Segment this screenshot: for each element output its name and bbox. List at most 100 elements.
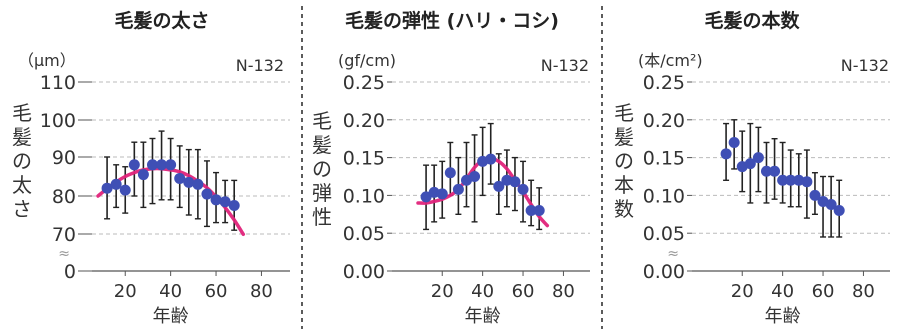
x-tick-label: 60 [512, 281, 535, 302]
x-tick-label: 60 [205, 281, 228, 302]
data-point [128, 159, 140, 171]
data-point [525, 205, 537, 217]
data-point [752, 152, 764, 164]
y-tick-label: 0.15 [643, 148, 685, 170]
y-tick-label: 0.10 [343, 185, 385, 207]
axis-break-icon: ≈ [58, 246, 70, 262]
y-tick-label: 80 [52, 186, 76, 208]
data-point [760, 165, 772, 177]
y-tick-label: 110 [40, 72, 76, 94]
y-axis-label-char: 毛 [614, 101, 634, 125]
chart-title: 毛髪の本数 [704, 9, 800, 32]
data-point [485, 153, 497, 165]
y-tick-label: 0.15 [343, 148, 385, 170]
y-axis-label-char: 太 [12, 173, 32, 197]
y-axis-label-char: 数 [614, 197, 634, 221]
y-axis-label-char: 髪 [12, 125, 32, 149]
data-point [744, 158, 756, 170]
y-tick-label: 0.00 [343, 261, 385, 283]
data-point [219, 196, 231, 208]
data-point [420, 191, 432, 203]
chart-title: 毛髪の太さ [114, 9, 209, 32]
y-tick-label: 0.00 [643, 261, 685, 283]
data-point [137, 169, 149, 181]
y-axis-label-char: の [312, 157, 332, 181]
data-point [452, 183, 464, 195]
data-point [436, 188, 448, 200]
x-axis-label: 年齢 [465, 306, 501, 327]
y-axis-label-char: 本 [614, 173, 634, 197]
data-point [444, 167, 456, 179]
hair-elasticity-chart: 毛髪の弾性 (ハリ・コシ) (gf/cm) N-132 毛髪の弾性 0.00 0.05 0.… [312, 9, 590, 327]
y-unit-label: (gf/cm) [338, 51, 396, 70]
hair-thickness-chart: 毛髪の太さ （μm） N-132 毛髪の太さ 0 70 80 90 100 110 ≈20 40 60 8… [12, 9, 290, 327]
data-point [833, 205, 845, 217]
data-point [119, 184, 131, 196]
x-tick-label: 80 [250, 281, 273, 302]
data-point [509, 176, 521, 188]
y-tick-label: 0.25 [343, 72, 385, 94]
data-point [228, 200, 240, 211]
x-tick-label: 20 [114, 281, 137, 302]
data-point [769, 165, 781, 177]
data-point [201, 188, 213, 200]
y-axis-label-char: の [12, 149, 32, 173]
x-tick-label: 40 [771, 281, 794, 302]
data-point [156, 159, 168, 171]
y-tick-label: 0.25 [643, 72, 685, 94]
data-point [785, 174, 797, 186]
x-tick-label: 60 [812, 281, 835, 302]
sample-size-label: N-132 [541, 56, 589, 75]
x-tick-label: 20 [731, 281, 754, 302]
data-point [192, 178, 204, 190]
hair-count-chart: 毛髪の本数(本/cm²) N-132毛髪の本数0.000.050.100.150.… [614, 9, 890, 327]
chart-title: 毛髪の弾性 (ハリ・コシ) [345, 9, 559, 32]
y-tick-label: 100 [40, 110, 76, 132]
x-tick-label: 20 [431, 281, 454, 302]
x-axis-label: 年齢 [765, 306, 801, 327]
data-point [210, 194, 222, 206]
y-axis-label-char: 性 [312, 205, 332, 229]
sample-size-label: N-132 [236, 56, 284, 75]
y-axis-label-char: 髪 [312, 133, 332, 157]
y-tick-label: 0.20 [343, 110, 385, 132]
y-tick-label: 0 [64, 261, 76, 283]
x-tick-label: 40 [471, 281, 494, 302]
x-axis-label: 年齢 [153, 306, 189, 327]
data-point [110, 178, 122, 190]
data-point [174, 172, 186, 184]
sample-size-label: N-132 [841, 56, 889, 75]
data-point [101, 182, 113, 194]
data-point [777, 174, 789, 186]
data-point [493, 180, 505, 192]
axis-break-icon: ≈ [667, 246, 679, 262]
data-point [728, 136, 740, 148]
x-tick-label: 80 [552, 281, 575, 302]
y-tick-label: 0.10 [643, 185, 685, 207]
y-tick-label: 70 [52, 224, 76, 246]
data-point [801, 176, 813, 188]
y-axis-label-char: 毛 [312, 109, 332, 133]
x-tick-label: 80 [852, 281, 875, 302]
data-point [183, 176, 195, 188]
data-point [469, 171, 481, 182]
y-axis-label-char: 弾 [312, 181, 332, 205]
data-point [825, 198, 837, 210]
data-point [165, 159, 177, 171]
y-axis-label-char: の [614, 149, 634, 173]
data-point [809, 189, 821, 201]
data-point [720, 148, 732, 160]
x-tick-label: 40 [159, 281, 182, 302]
y-axis-label-char: 毛 [12, 101, 32, 125]
data-point [533, 205, 545, 217]
y-axis-label-char: さ [12, 197, 32, 221]
y-tick-label: 0.05 [343, 223, 385, 245]
y-axis-label-char: 髪 [614, 125, 634, 149]
y-tick-label: 90 [52, 147, 76, 169]
data-point [146, 159, 158, 171]
y-tick-label: 0.05 [643, 223, 685, 245]
y-unit-label: (本/cm²) [638, 51, 703, 70]
data-point [517, 183, 529, 195]
y-unit-label: （μm） [18, 51, 76, 70]
